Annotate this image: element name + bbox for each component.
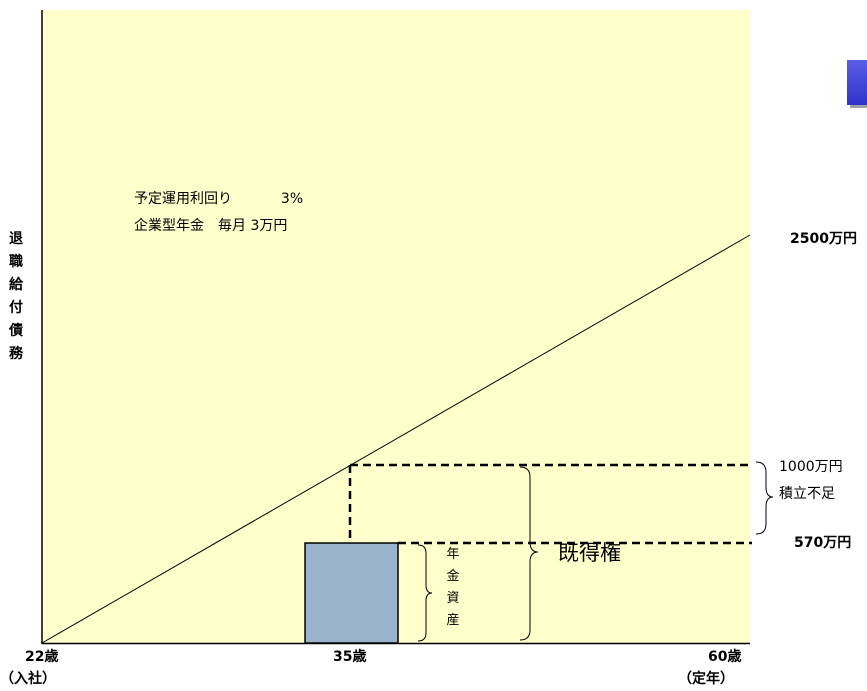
y-axis-label-char: 給 (9, 277, 23, 293)
y-axis-label-char: 職 (9, 254, 23, 270)
x-tick-60-sub: （定年） (678, 671, 734, 687)
x-tick-22: 22歳 (25, 649, 59, 665)
pension-assets-char: 資 (446, 591, 460, 606)
pension-assets-label: 年 金 資 産 (446, 544, 460, 632)
label-1000: 1000万円 (779, 459, 843, 475)
label-2500: 2500万円 (790, 231, 857, 247)
pension-assets-char: 金 (446, 569, 460, 584)
pension-assets-brace (417, 544, 433, 642)
plot-area (42, 10, 750, 643)
vested-rights-brace (519, 466, 539, 641)
x-tick-35: 35歳 (333, 649, 367, 665)
vested-rights-label: 既得権 (558, 541, 621, 565)
pension-assets-box (304, 542, 399, 644)
interest-rate-value: 3% (280, 191, 304, 207)
y-axis-label: 退 職 給 付 債 務 (8, 228, 24, 366)
shortfall-brace (755, 461, 774, 535)
y-axis-label-char: 債 (9, 323, 23, 339)
interest-rate-label: 予定運用利回り (134, 191, 232, 207)
pension-assets-char: 年 (446, 547, 460, 562)
label-shortfall: 積立不足 (779, 486, 835, 502)
info-line-2: 企業型年金 毎月 3万円 (134, 218, 288, 234)
label-570: 570万円 (794, 535, 852, 551)
slide-decoration-tab (847, 60, 867, 105)
x-tick-22-sub: （入社） (0, 671, 56, 687)
y-axis-label-char: 務 (9, 346, 23, 362)
pension-assets-char: 産 (446, 613, 460, 628)
info-line-1: 予定運用利回り 3% (134, 192, 303, 206)
y-axis-label-char: 付 (9, 300, 23, 316)
obligation-line (41, 234, 751, 644)
y-axis-label-char: 退 (9, 231, 23, 247)
x-tick-60: 60歳 (708, 649, 742, 665)
